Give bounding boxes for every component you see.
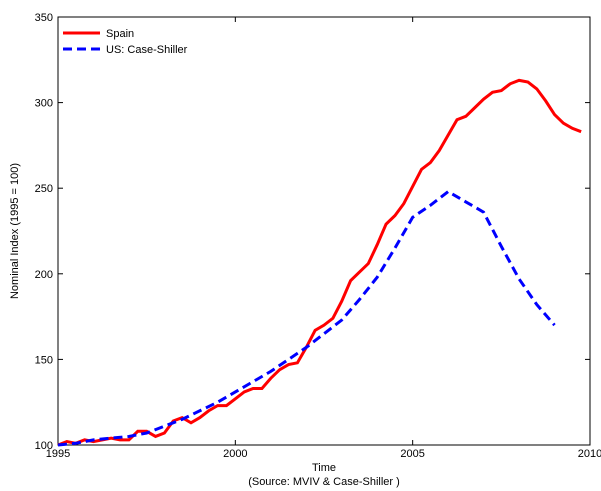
y-axis-label: Nominal Index (1995 = 100)	[9, 163, 21, 299]
x-tick-label: 2000	[223, 448, 247, 460]
series-line	[57, 78, 582, 447]
x-axis-note: (Source: MVIV & Case-Shiller )	[248, 476, 400, 488]
x-tick-label: 1995	[46, 448, 70, 460]
legend-label: US: Case-Shiller	[106, 44, 188, 56]
legend-label: Spain	[106, 28, 134, 40]
y-tick-label: 250	[35, 183, 53, 195]
x-tick-label: 2005	[400, 448, 424, 460]
series-line	[57, 189, 556, 447]
x-axis-label: Time	[312, 462, 336, 474]
plot-frame	[57, 16, 591, 446]
x-tick-label: 2010	[578, 448, 601, 460]
y-tick-label: 350	[35, 12, 53, 24]
y-tick-label: 300	[35, 98, 53, 110]
y-tick-label: 150	[35, 354, 53, 366]
y-tick-label: 200	[35, 269, 53, 281]
y-tick-label: 100	[35, 440, 53, 452]
